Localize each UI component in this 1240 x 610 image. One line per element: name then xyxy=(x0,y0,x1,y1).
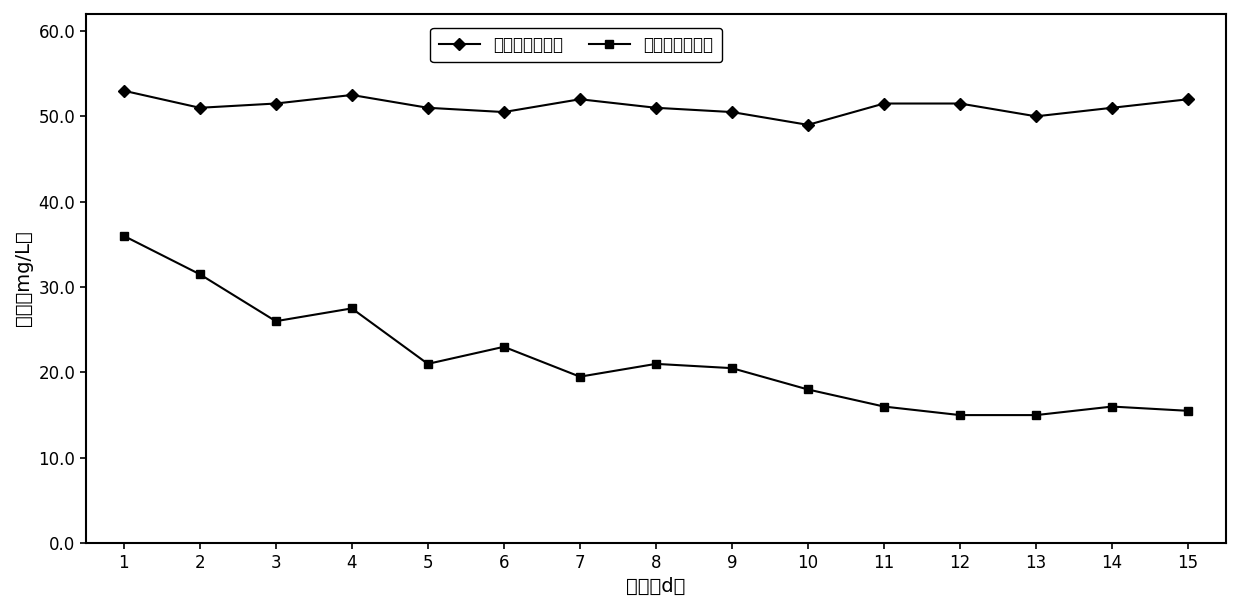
出水二价锄浓度 xyxy=(573,373,588,381)
进水二价锄浓度 xyxy=(724,109,739,116)
进水二价锄浓度 xyxy=(117,87,131,95)
进水二价锄浓度 xyxy=(801,121,816,129)
出水二价锄浓度 xyxy=(877,403,892,410)
进水二价锄浓度 xyxy=(1180,96,1195,103)
进水二价锄浓度 xyxy=(268,100,283,107)
出水二价锄浓度 xyxy=(1029,411,1044,418)
Y-axis label: 浓度（mg/L）: 浓度（mg/L） xyxy=(14,231,33,326)
X-axis label: 时间（d）: 时间（d） xyxy=(626,577,686,596)
Line: 出水二价锄浓度: 出水二价锄浓度 xyxy=(119,232,1193,419)
进水二价锄浓度 xyxy=(573,96,588,103)
出水二价锄浓度 xyxy=(268,318,283,325)
出水二价锄浓度 xyxy=(345,305,360,312)
出水二价锄浓度 xyxy=(1180,407,1195,414)
进水二价锄浓度 xyxy=(345,92,360,99)
出水二价锄浓度 xyxy=(952,411,967,418)
进水二价锄浓度 xyxy=(192,104,207,112)
出水二价锄浓度 xyxy=(496,343,511,351)
出水二价锄浓度 xyxy=(192,271,207,278)
出水二价锄浓度 xyxy=(117,232,131,240)
出水二价锄浓度 xyxy=(724,365,739,372)
进水二价锄浓度 xyxy=(1105,104,1120,112)
进水二价锄浓度 xyxy=(952,100,967,107)
出水二价锄浓度 xyxy=(420,361,435,368)
出水二价锄浓度 xyxy=(649,361,663,368)
进水二价锄浓度 xyxy=(420,104,435,112)
进水二价锄浓度 xyxy=(1029,113,1044,120)
出水二价锄浓度 xyxy=(1105,403,1120,410)
Legend: 进水二价锄浓度, 出水二价锄浓度: 进水二价锄浓度, 出水二价锄浓度 xyxy=(430,27,722,62)
出水二价锄浓度 xyxy=(801,386,816,393)
进水二价锄浓度 xyxy=(649,104,663,112)
Line: 进水二价锄浓度: 进水二价锄浓度 xyxy=(119,87,1193,129)
进水二价锄浓度 xyxy=(496,109,511,116)
进水二价锄浓度 xyxy=(877,100,892,107)
